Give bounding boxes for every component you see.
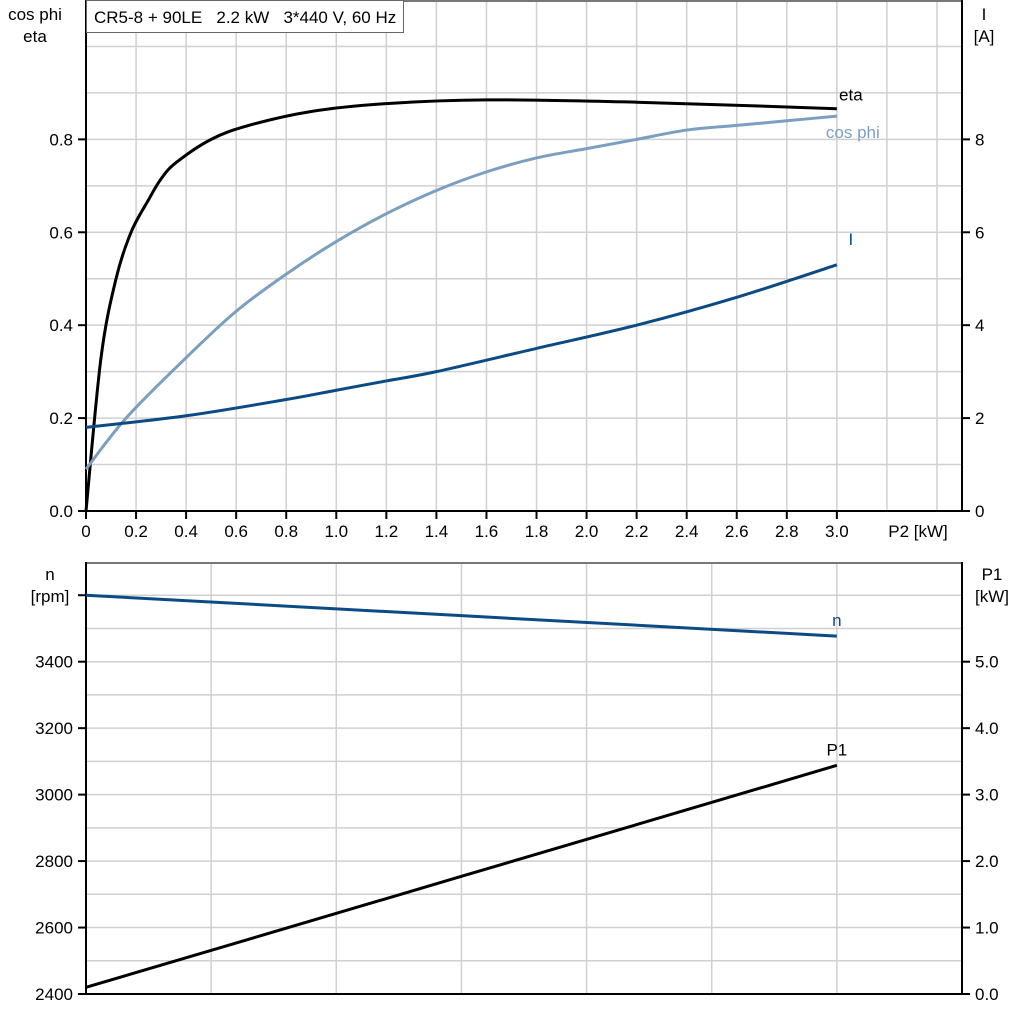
y-left-tick-label: 3400 — [35, 653, 73, 672]
y-right-tick-label: 3.0 — [975, 786, 999, 805]
x-tick-label: 0.6 — [224, 522, 248, 541]
x-tick-label: 2.0 — [575, 522, 599, 541]
y-left-tick-label: 3200 — [35, 719, 73, 738]
y-right-tick-label: 2.0 — [975, 852, 999, 871]
y-right-tick-label: 0 — [975, 502, 984, 521]
y-left-tick-label: 0.4 — [49, 316, 73, 335]
series-label: n — [832, 611, 841, 630]
y-right-tick-label: 0.0 — [975, 985, 999, 1004]
series-line-I — [85, 263, 838, 429]
series-line-eta — [84, 98, 837, 512]
y-right-tick-label: 2 — [975, 409, 984, 428]
x-tick-label: 2.8 — [775, 522, 799, 541]
y-right-tick-label: 5.0 — [975, 653, 999, 672]
x-tick-label: 0.2 — [124, 522, 148, 541]
series-label: I — [848, 230, 853, 249]
x-tick-label: 0.4 — [174, 522, 198, 541]
series-line-n — [85, 593, 837, 638]
x-tick-label: 0.8 — [274, 522, 298, 541]
x-tick-label: 2.4 — [675, 522, 699, 541]
chart-title: CR5-8 + 90LE 2.2 kW 3*440 V, 60 Hz — [86, 0, 405, 33]
x-tick-label: 1.6 — [475, 522, 499, 541]
y-left-tick-label: 0.0 — [49, 502, 73, 521]
y-right-axis-label: P1 — [982, 565, 1003, 584]
x-axis-label: P2 [kW] — [888, 522, 948, 541]
y-left-tick-label: 2800 — [35, 852, 73, 871]
y-left-axis-label: cos phi — [8, 5, 62, 24]
y-right-tick-label: 1.0 — [975, 919, 999, 938]
y-left-axis-label: n — [45, 565, 54, 584]
y-left-tick-label: 3000 — [35, 786, 73, 805]
y-left-tick-label: 2400 — [35, 985, 73, 1004]
y-right-tick-label: 8 — [975, 130, 984, 149]
x-tick-label: 2.6 — [725, 522, 749, 541]
series-label: eta — [839, 86, 863, 105]
series-label: P1 — [826, 740, 847, 759]
y-left-tick-label: 0.6 — [49, 223, 73, 242]
x-tick-label: 1.4 — [425, 522, 449, 541]
series-line-P1 — [85, 763, 838, 989]
series-line-cos-phi — [84, 114, 837, 471]
y-right-tick-label: 4 — [975, 316, 984, 335]
x-tick-label: 2.2 — [625, 522, 649, 541]
y-left-tick-label: 0.8 — [49, 130, 73, 149]
y-right-tick-label: 6 — [975, 223, 984, 242]
y-left-tick-label: 0.2 — [49, 409, 73, 428]
y-left-tick-label: 2600 — [35, 919, 73, 938]
y-right-tick-label: 4.0 — [975, 719, 999, 738]
x-tick-label: 1.8 — [525, 522, 549, 541]
y-right-axis-label: [kW] — [975, 587, 1009, 606]
y-right-axis-label: [A] — [974, 27, 995, 46]
series-label: cos phi — [826, 123, 880, 142]
x-tick-label: 3.0 — [825, 522, 849, 541]
y-left-axis-label: [rpm] — [31, 587, 70, 606]
y-left-axis-label: eta — [23, 27, 47, 46]
y-right-axis-label: I — [982, 5, 987, 24]
x-tick-label: 1.2 — [375, 522, 399, 541]
x-tick-label: 1.0 — [324, 522, 348, 541]
x-tick-label: 0 — [81, 522, 90, 541]
